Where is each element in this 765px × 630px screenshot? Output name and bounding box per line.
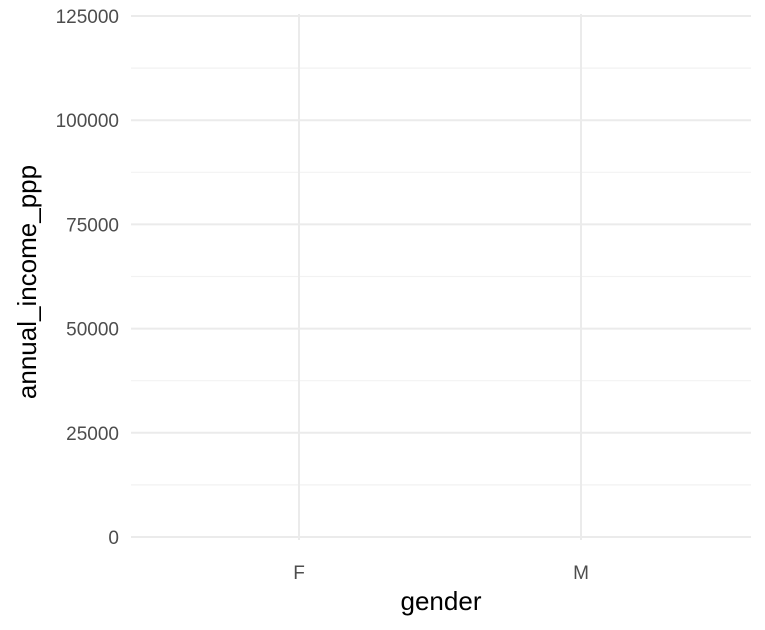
- grid-major: [131, 14, 751, 540]
- y-tick-label: 50000: [66, 320, 119, 341]
- x-tick-label: M: [573, 563, 589, 584]
- y-axis-ticks: 0 25000 50000 75000 100000 125000: [56, 7, 119, 549]
- grid-minor: [131, 67, 751, 486]
- y-tick-label: 100000: [56, 111, 119, 132]
- y-tick-label: 125000: [56, 7, 119, 28]
- y-tick-label: 25000: [66, 424, 119, 445]
- y-axis-title: annual_income_ppp: [12, 165, 42, 399]
- y-tick-label: 0: [108, 528, 119, 549]
- x-axis-title: gender: [401, 586, 482, 616]
- y-tick-label: 75000: [66, 215, 119, 236]
- x-tick-label: F: [293, 563, 305, 584]
